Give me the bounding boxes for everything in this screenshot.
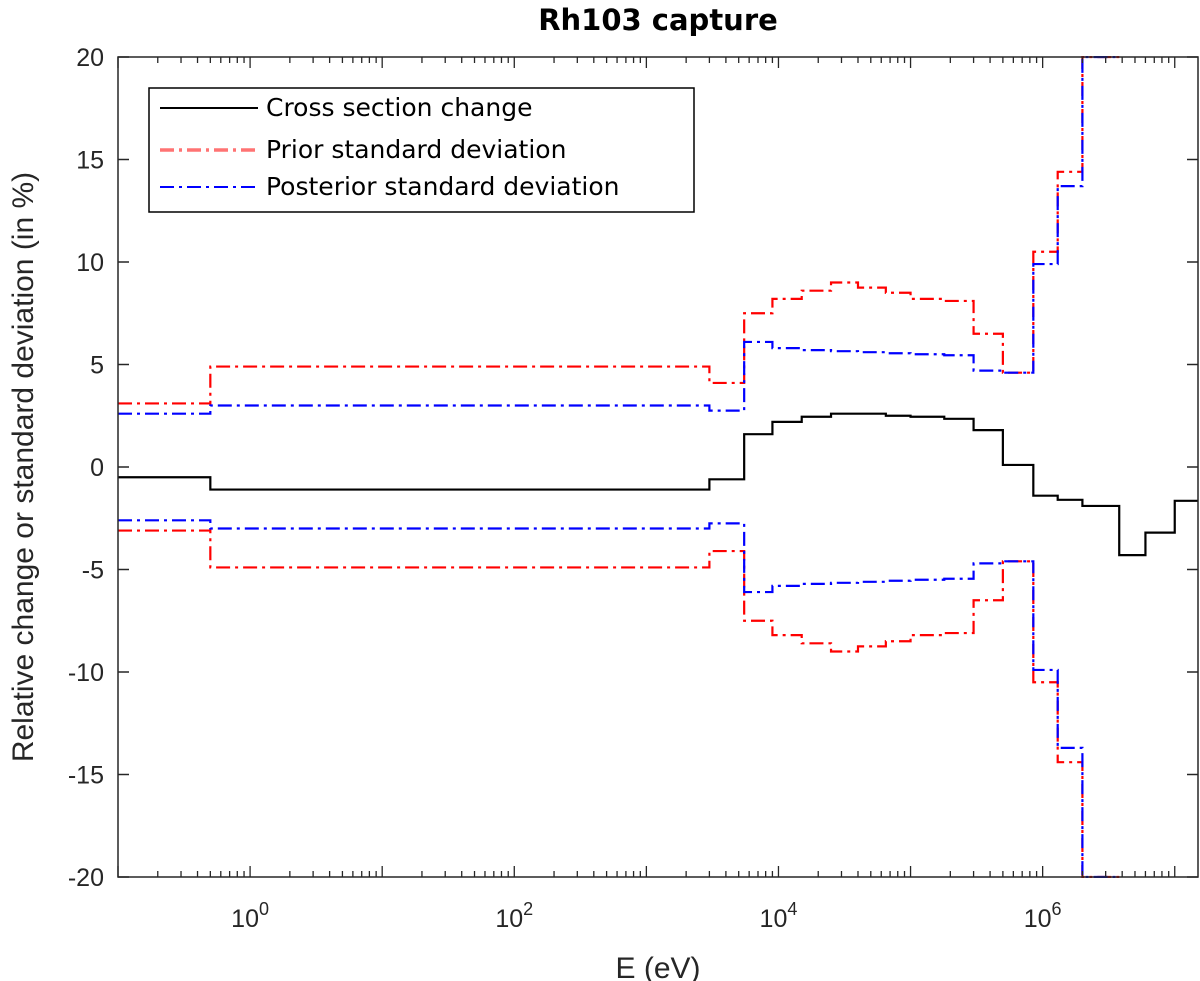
series-cross-section-change-line xyxy=(118,412,1198,557)
plot-area xyxy=(118,56,1198,878)
y-tick-label: -10 xyxy=(68,659,104,687)
x-tick-label-exponent: 6 xyxy=(1052,899,1062,919)
x-tick-label-exponent: 4 xyxy=(787,899,797,919)
y-tick-label: 15 xyxy=(76,147,104,175)
series-posterior-standard-deviation-lower-line xyxy=(118,519,1120,878)
y-tick-label: -15 xyxy=(68,762,104,790)
x-tick-label-exponent: 0 xyxy=(259,899,269,919)
series-posterior-standard-deviation-upper-line xyxy=(118,56,1120,415)
y-tick-label: -20 xyxy=(68,864,104,892)
x-tick-label-base: 10 xyxy=(1024,905,1052,933)
y-tick-label: 0 xyxy=(90,454,104,482)
legend-label-2: Prior standard deviation xyxy=(266,135,566,164)
x-tick-label-exponent: 2 xyxy=(523,899,533,919)
x-tick-label: 104 xyxy=(760,899,798,933)
y-tick-label: 20 xyxy=(76,44,104,72)
y-tick-label: 5 xyxy=(90,352,104,380)
y-axis-label: Relative change or standard deviation (i… xyxy=(7,172,40,762)
legend-label-1: Cross section change xyxy=(266,93,532,122)
x-tick-label: 102 xyxy=(495,899,533,933)
x-tick-label-base: 10 xyxy=(495,905,523,933)
legend-label-3: Posterior standard deviation xyxy=(266,172,619,201)
y-tick-label: -5 xyxy=(82,557,104,585)
legend: Cross section change Prior standard devia… xyxy=(148,87,695,213)
series-prior-standard-deviation-lower-line xyxy=(118,529,1120,878)
x-axis-label: E (eV) xyxy=(615,952,700,981)
x-tick-label-base: 10 xyxy=(231,905,259,933)
x-tick-label: 100 xyxy=(231,899,269,933)
y-tick-label: 10 xyxy=(76,249,104,277)
chart-title: Rh103 capture xyxy=(538,3,778,37)
x-tick-label: 106 xyxy=(1024,899,1062,933)
series-prior-standard-deviation-upper-line xyxy=(118,56,1120,405)
x-tick-label-base: 10 xyxy=(760,905,788,933)
